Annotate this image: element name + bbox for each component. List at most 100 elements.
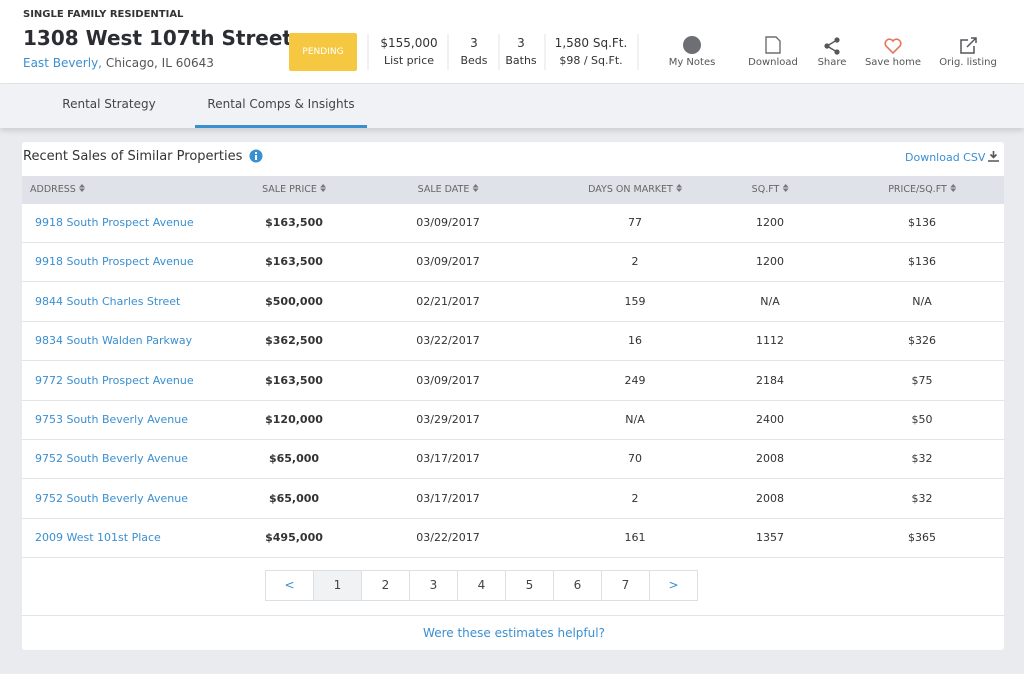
sort-icon[interactable] bbox=[949, 184, 956, 192]
header-bar bbox=[0, 0, 1024, 84]
sort-icon[interactable] bbox=[319, 184, 326, 192]
tab[interactable]: Rental Strategy bbox=[62, 97, 156, 111]
table-cell: 70 bbox=[628, 452, 642, 466]
action-button[interactable]: My Notes bbox=[668, 57, 716, 68]
table-cell: 249 bbox=[624, 373, 646, 387]
city: Chicago, IL 60643 bbox=[105, 56, 214, 70]
row-divider bbox=[22, 281, 1004, 283]
page-button[interactable]: 4 bbox=[457, 570, 506, 601]
table-cell: N/A bbox=[625, 413, 645, 426]
column-label[interactable]: ADDRESS bbox=[30, 184, 76, 195]
table-cell: $495,000 bbox=[265, 531, 323, 545]
table-cell: 03/22/2017 bbox=[416, 531, 480, 545]
table-cell: $32 bbox=[911, 452, 933, 466]
page-button[interactable]: 3 bbox=[409, 570, 458, 601]
page-button[interactable]: < bbox=[265, 570, 314, 601]
csv-icon[interactable] bbox=[988, 151, 999, 162]
stat-value: $155,000 bbox=[380, 36, 438, 50]
column-header[interactable]: ADDRESS bbox=[30, 184, 85, 195]
page-button[interactable]: 2 bbox=[361, 570, 410, 601]
page-button[interactable]: 1 bbox=[313, 570, 362, 601]
table-cell: 03/29/2017 bbox=[416, 413, 480, 426]
sort-icon[interactable] bbox=[675, 184, 682, 192]
table-cell: $75 bbox=[911, 373, 933, 387]
row-divider bbox=[22, 517, 1004, 519]
row-divider bbox=[22, 320, 1004, 322]
column-label[interactable]: PRICE/SQ.FT bbox=[888, 184, 947, 195]
row-divider bbox=[22, 557, 1004, 559]
action-button[interactable]: Download bbox=[748, 57, 798, 68]
table-cell: 03/22/2017 bbox=[416, 334, 480, 348]
table-cell: 03/09/2017 bbox=[416, 373, 480, 387]
table-cell: 1112 bbox=[756, 334, 784, 348]
download-icon bbox=[765, 36, 781, 54]
address-link[interactable]: 9918 South Prospect Avenue bbox=[35, 216, 194, 229]
section-title: Recent Sales of Similar Properties bbox=[23, 149, 243, 164]
table-cell: $163,500 bbox=[265, 216, 323, 229]
column-header[interactable]: PRICE/SQ.FT bbox=[888, 184, 956, 195]
stat-value: 3 bbox=[517, 36, 525, 50]
address-link[interactable]: 9844 South Charles Street bbox=[35, 294, 181, 308]
property-type: SINGLE FAMILY RESIDENTIAL bbox=[23, 9, 184, 20]
address-link[interactable]: 9772 South Prospect Avenue bbox=[35, 373, 194, 387]
column-label[interactable]: SALE PRICE bbox=[262, 184, 317, 195]
address-link[interactable]: 9753 South Beverly Avenue bbox=[35, 413, 189, 426]
feedback-link[interactable]: Were these estimates helpful? bbox=[423, 626, 605, 640]
table-cell: $65,000 bbox=[268, 452, 320, 466]
address-link[interactable]: 2009 West 101st Place bbox=[35, 531, 161, 545]
table-cell: 2400 bbox=[756, 413, 784, 426]
address-link[interactable]: 9752 South Beverly Avenue bbox=[35, 491, 189, 505]
tab[interactable]: Rental Comps & Insights bbox=[207, 97, 355, 111]
column-header[interactable]: SALE PRICE bbox=[262, 184, 326, 195]
address-link[interactable]: 9752 South Beverly Avenue bbox=[35, 452, 189, 466]
stat-value: 1,580 Sq.Ft. bbox=[554, 36, 628, 50]
action-button[interactable]: Save home bbox=[864, 57, 922, 68]
page-button[interactable]: > bbox=[649, 570, 698, 601]
sort-icon[interactable] bbox=[782, 184, 789, 192]
table-cell: 2184 bbox=[756, 373, 784, 387]
sort-icon[interactable] bbox=[472, 184, 479, 192]
column-header[interactable]: DAYS ON MARKET bbox=[588, 184, 682, 195]
column-label[interactable]: DAYS ON MARKET bbox=[588, 184, 673, 195]
table-cell: 161 bbox=[624, 531, 646, 545]
sort-icon[interactable] bbox=[78, 184, 85, 192]
page-button[interactable]: 5 bbox=[505, 570, 554, 601]
info-icon[interactable] bbox=[249, 149, 263, 163]
stat-value: 3 bbox=[470, 36, 478, 50]
table-cell: $163,500 bbox=[265, 255, 323, 269]
download-csv[interactable]: Download CSV bbox=[905, 151, 986, 164]
table-cell: 03/17/2017 bbox=[416, 452, 480, 466]
page-button[interactable]: 6 bbox=[553, 570, 602, 601]
address: 1308 West 107th Street bbox=[23, 26, 292, 50]
table-cell: $120,000 bbox=[265, 413, 323, 426]
column-header[interactable]: SALE DATE bbox=[418, 184, 479, 195]
card bbox=[22, 142, 1004, 650]
external-icon bbox=[960, 37, 977, 54]
table-cell: $362,500 bbox=[265, 334, 323, 348]
stat-label: $98 / Sq.Ft. bbox=[559, 54, 623, 67]
share-icon bbox=[824, 37, 840, 55]
column-label[interactable]: SALE DATE bbox=[417, 184, 470, 195]
neighborhood[interactable]: East Beverly, bbox=[23, 56, 102, 70]
table-cell: $500,000 bbox=[265, 294, 323, 308]
table-cell: 1200 bbox=[756, 255, 784, 269]
address-link[interactable]: 9918 South Prospect Avenue bbox=[35, 255, 194, 269]
page-button[interactable]: 7 bbox=[601, 570, 650, 601]
column-label[interactable]: SQ.FT bbox=[751, 184, 780, 195]
stat-label: Beds bbox=[460, 54, 488, 67]
row-divider bbox=[22, 360, 1004, 362]
row-divider bbox=[22, 439, 1004, 440]
row-divider bbox=[22, 478, 1004, 480]
table-cell: N/A bbox=[760, 294, 780, 308]
table-cell: $163,500 bbox=[265, 373, 323, 387]
action-button[interactable]: Share bbox=[817, 57, 847, 68]
action-button[interactable]: Orig. listing bbox=[939, 57, 997, 68]
address-link[interactable]: 9834 South Walden Parkway bbox=[35, 334, 193, 348]
divider bbox=[22, 615, 1004, 616]
row-divider bbox=[22, 399, 1004, 401]
table-cell: 2 bbox=[631, 255, 639, 269]
column-header[interactable]: SQ.FT bbox=[752, 184, 789, 195]
table-cell: 2008 bbox=[756, 491, 784, 505]
table-cell: $365 bbox=[908, 531, 936, 545]
